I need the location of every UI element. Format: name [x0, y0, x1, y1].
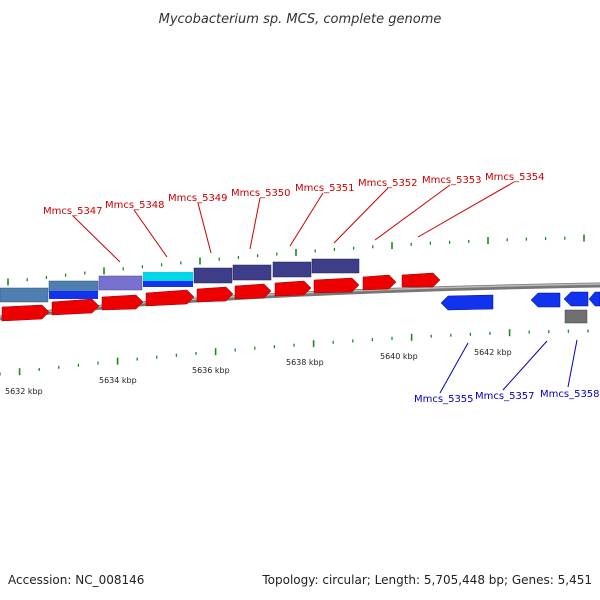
accession-text: Accession: NC_008146 — [8, 573, 145, 587]
scale-label: 5642 kbp — [474, 348, 512, 357]
gene-label-reverse[interactable]: Mmcs_5357 — [475, 391, 535, 402]
cds-arrow-reverse[interactable] — [588, 291, 600, 307]
label-leader — [197, 202, 212, 254]
scale-labels: 5632 kbp 5634 kbp 5636 kbp 5638 kbp 5640… — [5, 348, 512, 396]
cds-arrow-reverse[interactable] — [563, 291, 589, 307]
cds-arrow-forward[interactable] — [313, 277, 360, 294]
inner-tick-ring — [0, 329, 589, 376]
cds-arrow-reverse[interactable] — [440, 294, 494, 311]
feature-track-outer — [0, 258, 360, 303]
gene-label-forward[interactable]: Mmcs_5353 — [422, 175, 482, 186]
feature-box[interactable] — [0, 287, 49, 303]
gene-label-forward[interactable]: Mmcs_5347 — [43, 206, 103, 217]
label-leader — [374, 184, 451, 241]
label-leader — [289, 192, 324, 247]
forward-cds-track — [1, 272, 441, 322]
cds-box-gray[interactable] — [564, 309, 588, 324]
gene-label-forward[interactable]: Mmcs_5351 — [295, 183, 355, 194]
scale-label: 5638 kbp — [286, 358, 324, 367]
feature-box[interactable] — [311, 258, 360, 274]
feature-box[interactable] — [193, 267, 233, 284]
cds-arrow-forward[interactable] — [234, 283, 272, 300]
label-leader — [567, 339, 578, 388]
feature-box[interactable] — [143, 272, 193, 281]
map-title: Mycobacterium sp. MCS, complete genome — [159, 12, 442, 27]
scale-label: 5634 kbp — [99, 376, 137, 385]
feature-box[interactable] — [232, 264, 272, 281]
label-leader — [333, 187, 389, 244]
gene-label-reverse[interactable]: Mmcs_5355 — [414, 394, 474, 405]
reverse-cds-track — [440, 291, 600, 324]
forward-gene-labels: Mmcs_5347 Mmcs_5348 Mmcs_5349 Mmcs_5350 … — [43, 172, 545, 263]
cds-arrow-forward[interactable] — [51, 298, 100, 316]
cds-arrow-forward[interactable] — [196, 286, 234, 303]
label-leader — [133, 209, 168, 258]
gene-label-forward[interactable]: Mmcs_5349 — [168, 193, 228, 204]
gene-label-forward[interactable]: Mmcs_5352 — [358, 178, 418, 189]
cds-arrow-reverse[interactable] — [530, 292, 561, 308]
reverse-gene-labels: Mmcs_5355 Mmcs_5357 Mmcs_5358 — [414, 339, 600, 405]
feature-box[interactable] — [48, 280, 99, 293]
gene-label-reverse[interactable]: Mmcs_5358 — [540, 389, 600, 400]
scale-label: 5632 kbp — [5, 387, 43, 396]
gene-label-forward[interactable]: Mmcs_5348 — [105, 200, 165, 211]
scale-label: 5636 kbp — [192, 366, 230, 375]
outer-tick-ring — [7, 234, 585, 286]
scale-label: 5640 kbp — [380, 352, 418, 361]
feature-box[interactable] — [143, 281, 193, 287]
label-leader — [417, 181, 515, 238]
label-leader — [439, 342, 469, 394]
gene-label-forward[interactable]: Mmcs_5354 — [485, 172, 545, 183]
cds-arrow-forward[interactable] — [101, 294, 144, 311]
cds-arrow-forward[interactable] — [362, 274, 397, 291]
cds-arrow-forward[interactable] — [1, 304, 50, 322]
cds-arrow-forward[interactable] — [401, 272, 441, 288]
label-leader — [249, 197, 261, 250]
cds-arrow-forward[interactable] — [145, 289, 195, 307]
feature-box[interactable] — [272, 261, 312, 278]
cds-arrow-forward[interactable] — [274, 280, 312, 297]
gene-label-forward[interactable]: Mmcs_5350 — [231, 188, 291, 199]
feature-box[interactable] — [49, 291, 98, 299]
label-leader — [72, 215, 121, 263]
feature-box[interactable] — [98, 275, 143, 291]
genome-summary-text: Topology: circular; Length: 5,705,448 bp… — [262, 573, 592, 587]
label-leader — [502, 340, 548, 391]
